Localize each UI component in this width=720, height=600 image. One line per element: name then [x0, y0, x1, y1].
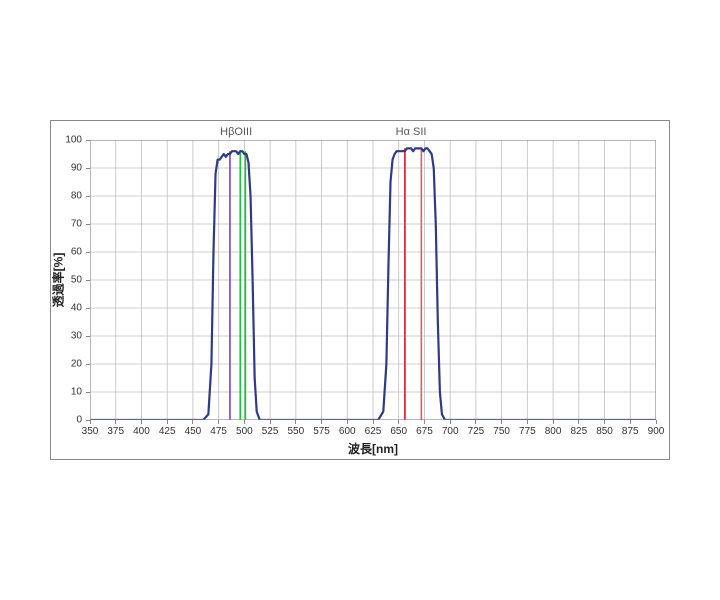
transmission-chart: 350 375 400 425 450 475 500 525 550 575 600 625 650 6…	[50, 120, 670, 460]
x-tick-label: 525	[262, 426, 279, 437]
x-tick-label: 850	[596, 426, 613, 437]
x-tick-label: 575	[313, 426, 330, 437]
x-tick-label: 750	[493, 426, 510, 437]
y-tick-label: 80	[58, 191, 82, 202]
y-tick-label: 30	[58, 331, 82, 342]
band-annotation: Ηα SII	[396, 126, 427, 138]
y-tick-label: 90	[58, 163, 82, 174]
x-tick-label: 375	[107, 426, 124, 437]
x-tick-label: 500	[236, 426, 253, 437]
y-tick-label: 100	[58, 135, 82, 146]
y-tick-label: 0	[58, 415, 82, 426]
x-tick-label: 800	[545, 426, 562, 437]
x-tick-label: 775	[519, 426, 536, 437]
x-tick-label: 625	[365, 426, 382, 437]
y-tick-label: 10	[58, 387, 82, 398]
x-tick-label: 650	[390, 426, 407, 437]
x-tick-label: 825	[570, 426, 587, 437]
x-tick-label: 425	[159, 426, 176, 437]
x-tick-label: 350	[82, 426, 99, 437]
x-tick-label: 475	[210, 426, 227, 437]
x-tick-label: 725	[468, 426, 485, 437]
y-tick-label: 70	[58, 219, 82, 230]
x-tick-label: 600	[339, 426, 356, 437]
y-axis-label: 透過率[%]	[50, 253, 67, 308]
x-axis-label: 波長[nm]	[348, 440, 398, 457]
x-tick-label: 875	[622, 426, 639, 437]
x-tick-label: 700	[442, 426, 459, 437]
band-annotation: HβOIII	[220, 126, 252, 138]
y-tick-label: 20	[58, 359, 82, 370]
x-tick-label: 450	[185, 426, 202, 437]
x-tick-label: 400	[133, 426, 150, 437]
plot-area	[90, 140, 656, 420]
x-tick-label: 900	[648, 426, 665, 437]
x-tick-label: 550	[287, 426, 304, 437]
x-tick-label: 675	[416, 426, 433, 437]
